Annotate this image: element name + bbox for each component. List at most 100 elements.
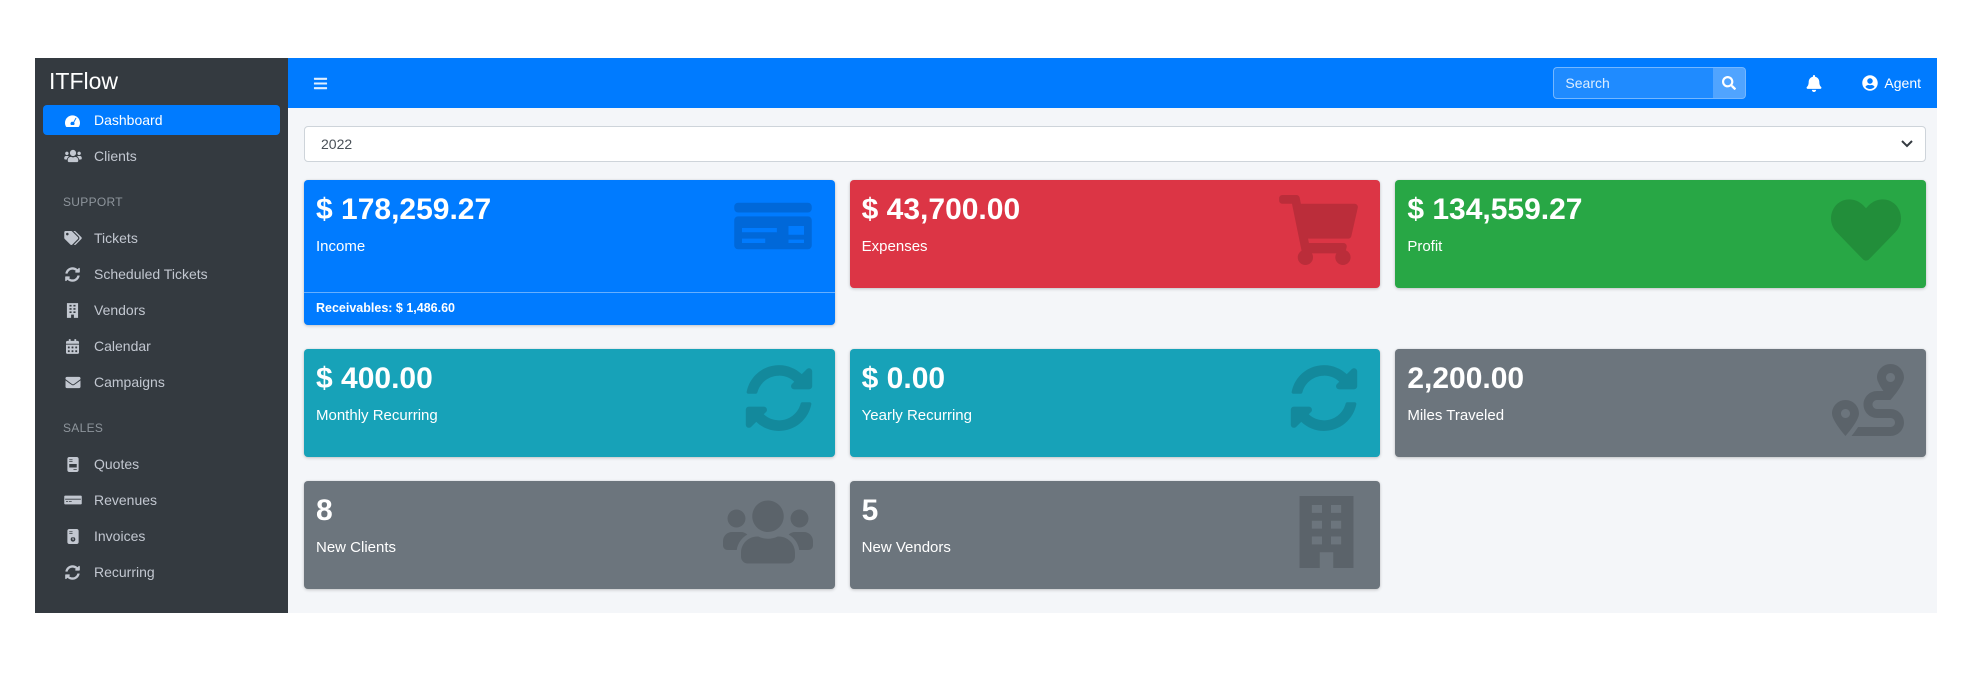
card-label: Income — [316, 238, 366, 255]
card-label: Expenses — [861, 238, 928, 255]
users-icon — [63, 148, 82, 164]
card-value: $ 43,700.00 — [861, 193, 1021, 226]
card-footnote: Receivables: $ 1,486.60 — [316, 301, 455, 315]
user-circle-icon — [1862, 75, 1879, 91]
expenses-card: $ 43,700.00 Expenses — [849, 180, 1381, 288]
income-card: $ 178,259.27 Income Receivables: $ 1,486… — [304, 180, 835, 325]
card-inner: $ 400.00 Monthly Recurring — [304, 349, 835, 424]
card-divider — [304, 292, 835, 293]
search-icon — [1722, 76, 1737, 90]
sidebar-item-clients[interactable]: Clients — [43, 141, 280, 171]
sidebar-section-support: SUPPORT — [63, 195, 123, 209]
money-check-icon — [63, 492, 82, 508]
sidebar-item-label: Invoices — [94, 528, 146, 544]
route-icon — [1832, 364, 1904, 436]
menu-toggle-button[interactable] — [312, 76, 329, 91]
building-icon — [1295, 496, 1358, 568]
new-clients-card: 8 New Clients — [304, 481, 835, 589]
card-inner: $ 178,259.27 Income — [304, 180, 835, 255]
cards-row-2: $ 400.00 Monthly Recurring $ 0.00 Yearly… — [304, 349, 1926, 457]
sync-icon — [1290, 364, 1358, 432]
sidebar-item-revenues[interactable]: Revenues — [43, 485, 280, 515]
sidebar-item-vendors[interactable]: Vendors — [43, 295, 280, 325]
brand-link[interactable]: ITFlow — [49, 68, 118, 94]
card-label: Profit — [1407, 238, 1443, 255]
card-value: 2,200.00 — [1407, 362, 1525, 395]
sidebar-item-label: Dashboard — [94, 112, 163, 128]
sidebar-item-label: Revenues — [94, 492, 158, 508]
file-invoice-icon — [63, 456, 82, 472]
card-value: 8 — [316, 494, 333, 527]
sidebar-item-label: Calendar — [94, 338, 151, 354]
notifications-button[interactable] — [1806, 74, 1822, 92]
card-value: $ 178,259.27 — [316, 193, 492, 226]
tachometer-icon — [63, 112, 82, 128]
card-label: New Vendors — [861, 539, 951, 556]
app-window: ITFlow Dashboard Clients SUPPORT Tickets — [35, 58, 1937, 613]
monthly-recurring-card: $ 400.00 Monthly Recurring — [304, 349, 835, 457]
sidebar-section-sales: SALES — [63, 421, 104, 435]
card-value: 5 — [861, 494, 879, 527]
card-value: $ 400.00 — [316, 362, 433, 395]
sidebar-item-label: Tickets — [94, 230, 138, 246]
card-inner: $ 134,559.27 Profit — [1395, 180, 1926, 255]
file-invoice-dollar-icon: $ — [63, 528, 82, 544]
users-icon — [722, 496, 813, 568]
card-inner: 5 New Vendors — [850, 481, 1381, 556]
user-menu-button[interactable]: Agent — [1862, 75, 1921, 91]
sidebar-item-label: Clients — [94, 148, 137, 164]
sidebar-item-label: Recurring — [94, 564, 155, 580]
search-button[interactable] — [1713, 68, 1746, 98]
bars-icon — [313, 77, 328, 89]
yearly-recurring-card: $ 0.00 Yearly Recurring — [849, 349, 1381, 457]
card-label: Monthly Recurring — [316, 407, 438, 424]
cards-row-3: 8 New Clients 5 New Vendors — [304, 481, 1926, 589]
tags-icon — [63, 230, 82, 246]
miles-traveled-card: 2,200.00 Miles Traveled — [1395, 349, 1926, 457]
new-vendors-card: 5 New Vendors — [849, 481, 1381, 589]
sidebar-item-label: Vendors — [94, 302, 146, 318]
card-label: Yearly Recurring — [861, 407, 972, 424]
card-value: $ 0.00 — [861, 362, 946, 395]
sidebar-item-quotes[interactable]: Quotes — [43, 449, 280, 479]
sync-icon — [63, 266, 82, 282]
main-column: Agent 2022 $ 178,259.27 Income — [288, 58, 1937, 613]
money-check-icon — [733, 195, 813, 257]
year-filter: 2022 — [304, 126, 1926, 162]
envelope-icon — [63, 374, 82, 390]
svg-text:$: $ — [72, 537, 74, 541]
navbar-search — [1553, 67, 1747, 99]
sidebar-item-calendar[interactable]: Calendar — [43, 331, 280, 361]
calendar-icon — [63, 338, 82, 354]
shopping-cart-icon — [1279, 195, 1359, 265]
building-icon — [63, 302, 82, 318]
sidebar-item-invoices[interactable]: $ Invoices — [43, 521, 280, 551]
bell-icon — [1806, 74, 1822, 92]
sidebar-item-campaigns[interactable]: Campaigns — [43, 367, 280, 397]
card-inner: 8 New Clients — [304, 481, 835, 556]
cards-row-1: $ 178,259.27 Income Receivables: $ 1,486… — [304, 180, 1926, 325]
sidebar-item-tickets[interactable]: Tickets — [43, 223, 280, 253]
sidebar-item-dashboard[interactable]: Dashboard — [43, 105, 280, 135]
sidebar-item-label: Scheduled Tickets — [94, 266, 208, 282]
card-inner: $ 43,700.00 Expenses — [850, 180, 1381, 255]
year-select[interactable]: 2022 — [304, 126, 1926, 162]
sync-icon — [745, 364, 813, 432]
top-navbar: Agent — [288, 58, 1937, 108]
card-value: $ 134,559.27 — [1407, 193, 1583, 226]
sidebar-item-scheduled-tickets[interactable]: Scheduled Tickets — [43, 259, 280, 289]
user-label: Agent — [1884, 75, 1921, 91]
sidebar-item-label: Campaigns — [94, 374, 165, 390]
card-inner: 2,200.00 Miles Traveled — [1395, 349, 1926, 424]
sidebar-item-recurring[interactable]: Recurring — [43, 557, 280, 587]
heart-icon — [1828, 195, 1904, 265]
profit-card: $ 134,559.27 Profit — [1395, 180, 1926, 288]
card-label: Miles Traveled — [1407, 407, 1505, 424]
search-input[interactable] — [1554, 68, 1714, 98]
sync-icon — [63, 564, 82, 580]
sidebar-item-label: Quotes — [94, 456, 140, 472]
content-area: 2022 $ 178,259.27 Income Rece — [288, 108, 1937, 613]
sidebar: ITFlow Dashboard Clients SUPPORT Tickets — [35, 58, 288, 613]
card-inner: $ 0.00 Yearly Recurring — [850, 349, 1381, 424]
card-label: New Clients — [316, 539, 397, 556]
